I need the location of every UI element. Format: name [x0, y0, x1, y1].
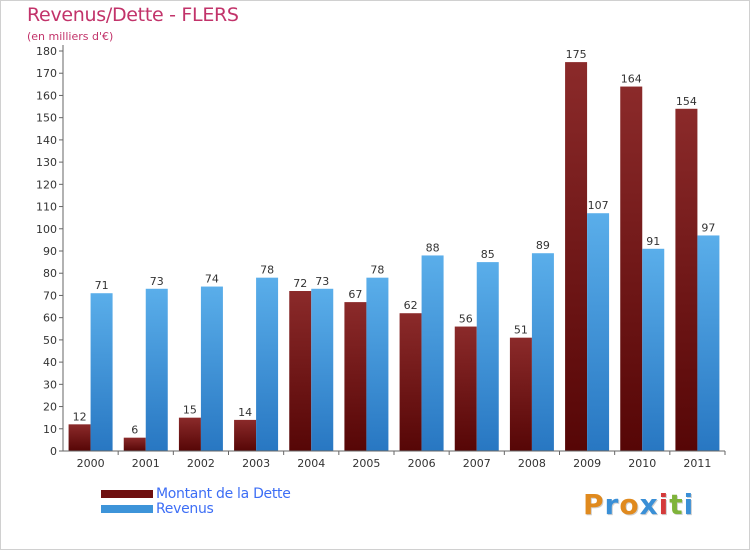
logo-letter: o — [619, 488, 640, 521]
bars-group: 12 71 6 73 15 74 14 78 72 73 67 78 62 88 56 85 51 89 175 10… — [68, 48, 720, 452]
bar-dette-value-label: 14 — [238, 406, 252, 419]
y-tick-label: 120 — [36, 178, 57, 191]
bar-revenus — [311, 288, 334, 451]
bar-revenus — [697, 235, 720, 451]
bar-dette-value-label: 154 — [676, 95, 697, 108]
bar-revenus — [476, 262, 499, 451]
bar-revenus — [90, 293, 113, 451]
bar-revenus — [421, 255, 444, 451]
bar-revenus-value-label: 73 — [315, 275, 329, 288]
y-tick-label: 150 — [36, 112, 57, 125]
x-tick-label: 2010 — [628, 457, 656, 470]
y-tick-label: 30 — [43, 378, 57, 391]
bar-dette — [178, 417, 201, 451]
y-tick-label: 100 — [36, 223, 57, 236]
bar-dette-value-label: 15 — [183, 404, 197, 417]
bar-dette — [620, 86, 643, 452]
y-tick-label: 160 — [36, 89, 57, 102]
proxiti-logo: Proxiti — [583, 488, 694, 521]
y-tick-label: 140 — [36, 134, 57, 147]
bar-revenus-value-label: 89 — [536, 239, 550, 252]
y-tick-label: 180 — [36, 45, 57, 58]
logo-letter: r — [604, 488, 620, 521]
x-tick-label: 2011 — [683, 457, 711, 470]
bar-revenus — [531, 253, 554, 451]
bar-dette — [399, 313, 422, 451]
y-tick-label: 70 — [43, 289, 57, 302]
legend-label-revenus: Revenus — [156, 501, 214, 517]
bar-revenus-value-label: 78 — [370, 264, 384, 277]
y-tick-label: 60 — [43, 312, 57, 325]
bar-revenus-value-label: 78 — [260, 264, 274, 277]
y-tick-label: 90 — [43, 245, 57, 258]
x-tick-label: 2006 — [408, 457, 436, 470]
bar-dette-value-label: 56 — [459, 313, 473, 326]
bar-dette — [68, 424, 91, 451]
chart-subtitle: (en milliers d'€) — [27, 30, 114, 43]
logo-letter: t — [669, 488, 684, 521]
x-tick-label: 2001 — [132, 457, 160, 470]
x-tick-label: 2007 — [463, 457, 491, 470]
legend-swatch-dette — [101, 490, 153, 498]
chart-title: Revenus/Dette - FLERS — [27, 4, 239, 26]
bar-dette-value-label: 62 — [404, 299, 418, 312]
x-tick-label: 2000 — [77, 457, 105, 470]
bar-dette-value-label: 51 — [514, 324, 528, 337]
bar-dette-value-label: 6 — [131, 424, 138, 437]
legend-label-dette: Montant de la Dette — [156, 486, 291, 502]
bar-dette — [344, 302, 367, 451]
bar-revenus — [200, 286, 223, 451]
x-tick-label: 2004 — [297, 457, 325, 470]
y-tick-label: 10 — [43, 423, 57, 436]
bar-dette-value-label: 175 — [566, 48, 587, 61]
y-tick-label: 20 — [43, 401, 57, 414]
bar-dette — [454, 326, 477, 451]
y-tick-label: 0 — [50, 445, 57, 458]
bar-revenus-value-label: 85 — [481, 248, 495, 261]
x-tick-label: 2005 — [352, 457, 380, 470]
y-tick-label: 110 — [36, 201, 57, 214]
bar-dette — [509, 337, 532, 451]
bar-revenus — [256, 277, 279, 451]
bar-dette — [565, 62, 588, 451]
x-tick-label: 2002 — [187, 457, 215, 470]
logo-letter: x — [639, 488, 659, 521]
logo-letter: P — [583, 488, 605, 521]
x-tick-label: 2008 — [518, 457, 546, 470]
bar-dette-value-label: 72 — [293, 277, 307, 290]
bar-revenus-value-label: 88 — [426, 241, 440, 254]
bar-dette — [123, 437, 146, 451]
bar-revenus — [145, 288, 168, 451]
x-tick-label: 2009 — [573, 457, 601, 470]
bar-dette-value-label: 12 — [73, 410, 87, 423]
x-tick-label: 2003 — [242, 457, 270, 470]
bar-dette — [234, 419, 257, 451]
y-tick-label: 130 — [36, 156, 57, 169]
bar-revenus-value-label: 91 — [646, 235, 660, 248]
x-axis-labels: 2000 2001 2002 2003 2004 2005 2006 2007 2008 2009… — [77, 451, 726, 470]
legend-swatch-revenus — [101, 505, 153, 513]
y-tick-label: 170 — [36, 67, 57, 80]
bar-revenus-value-label: 74 — [205, 273, 219, 286]
bar-revenus-value-label: 107 — [588, 199, 609, 212]
bar-dette-value-label: 164 — [621, 73, 642, 86]
bar-dette-value-label: 67 — [348, 288, 362, 301]
y-tick-label: 80 — [43, 267, 57, 280]
bar-revenus-value-label: 71 — [95, 279, 109, 292]
y-tick-label: 40 — [43, 356, 57, 369]
bar-revenus — [366, 277, 389, 451]
bar-dette — [675, 108, 698, 452]
bar-revenus — [642, 248, 665, 451]
y-axis-ticks: 0 10 20 30 40 50 60 70 80 90 100 110 120 130 140 150 160… — [36, 45, 63, 458]
logo-letter: i — [658, 488, 670, 521]
bar-revenus-value-label: 97 — [701, 221, 715, 234]
logo-letter: i — [683, 488, 695, 521]
bar-revenus — [587, 213, 610, 451]
bar-revenus-value-label: 73 — [150, 275, 164, 288]
bar-dette — [289, 291, 312, 451]
y-tick-label: 50 — [43, 334, 57, 347]
